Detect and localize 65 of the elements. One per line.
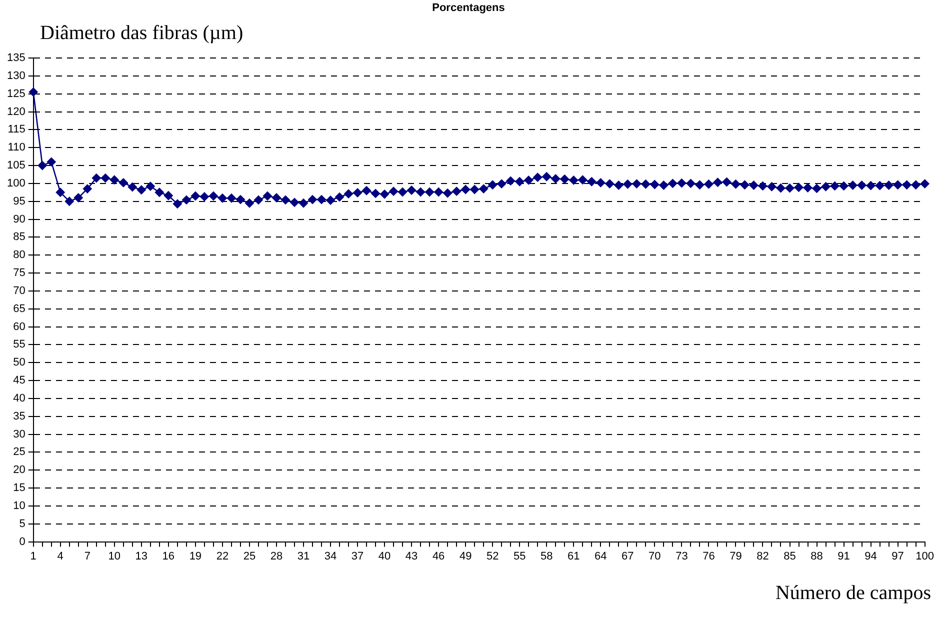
y-tick-label: 100 — [6, 177, 26, 190]
y-tick-label: 110 — [8, 142, 26, 154]
y-axis-title: Diâmetro das fibras (µm) — [40, 22, 244, 45]
y-tick-label: 30 — [13, 428, 26, 440]
x-tick-label: 52 — [486, 550, 499, 562]
y-tick-label: 85 — [13, 231, 26, 244]
y-tick-label: 15 — [13, 482, 26, 494]
y-tick-label: 10 — [13, 500, 26, 512]
y-tick-label: 20 — [13, 464, 26, 476]
x-tick-label: 70 — [648, 550, 661, 562]
y-tick-label: 60 — [13, 320, 26, 333]
x-tick-label: 73 — [676, 550, 688, 562]
y-tick-label: 95 — [13, 195, 26, 208]
y-tick-label: 0 — [19, 536, 26, 548]
y-tick-label: 40 — [13, 392, 26, 404]
x-tick-label: 31 — [297, 550, 310, 562]
y-tick-label: 50 — [13, 356, 26, 369]
x-tick-label: 28 — [270, 550, 283, 562]
x-tick-label: 7 — [84, 550, 90, 562]
x-tick-label: 91 — [838, 550, 850, 562]
y-tick-label: 125 — [6, 88, 26, 100]
x-tick-label: 55 — [513, 550, 526, 562]
y-tick-label: 130 — [6, 70, 26, 82]
x-tick-label: 85 — [784, 550, 796, 562]
y-tick-label: 115 — [8, 124, 26, 136]
chart-title: Porcentagens — [431, 2, 506, 14]
y-tick-label: 90 — [13, 213, 26, 226]
y-tick-label: 135 — [6, 52, 26, 64]
y-tick-label: 25 — [13, 446, 26, 458]
x-tick-label: 46 — [432, 550, 445, 562]
x-tick-label: 82 — [756, 550, 769, 562]
x-tick-label: 61 — [568, 550, 580, 562]
x-tick-label: 25 — [243, 550, 256, 562]
x-tick-label: 22 — [216, 550, 229, 562]
x-tick-label: 13 — [135, 550, 148, 562]
x-tick-label: 79 — [730, 550, 742, 562]
y-tick-label: 5 — [19, 518, 26, 530]
x-tick-label: 43 — [405, 550, 418, 562]
x-tick-label: 10 — [108, 550, 121, 562]
x-tick-label: 37 — [351, 550, 364, 562]
y-tick-label: 75 — [13, 267, 26, 280]
x-tick-label: 67 — [622, 550, 634, 562]
x-tick-label: 94 — [864, 550, 877, 562]
x-tick-label: 64 — [594, 550, 607, 562]
x-tick-label: 4 — [57, 550, 64, 562]
y-tick-label: 105 — [6, 160, 26, 172]
x-tick-label: 88 — [810, 550, 823, 562]
x-tick-label: 1 — [30, 550, 36, 562]
y-tick-label: 65 — [13, 302, 26, 315]
x-tick-label: 97 — [892, 550, 904, 562]
x-tick-label: 19 — [189, 550, 202, 562]
x-tick-label: 100 — [916, 550, 934, 562]
y-tick-label: 120 — [6, 106, 26, 118]
x-tick-label: 58 — [540, 550, 553, 562]
y-tick-label: 55 — [13, 338, 26, 351]
x-tick-label: 16 — [162, 550, 175, 562]
x-tick-label: 40 — [378, 550, 391, 562]
y-tick-label: 80 — [13, 249, 26, 262]
x-axis-title: Número de campos — [775, 582, 931, 605]
y-tick-label: 45 — [13, 374, 26, 387]
y-tick-label: 35 — [13, 410, 26, 422]
x-tick-label: 49 — [459, 550, 472, 562]
x-tick-label: 34 — [324, 550, 337, 562]
x-tick-label: 76 — [702, 550, 715, 562]
y-tick-label: 70 — [13, 284, 26, 297]
